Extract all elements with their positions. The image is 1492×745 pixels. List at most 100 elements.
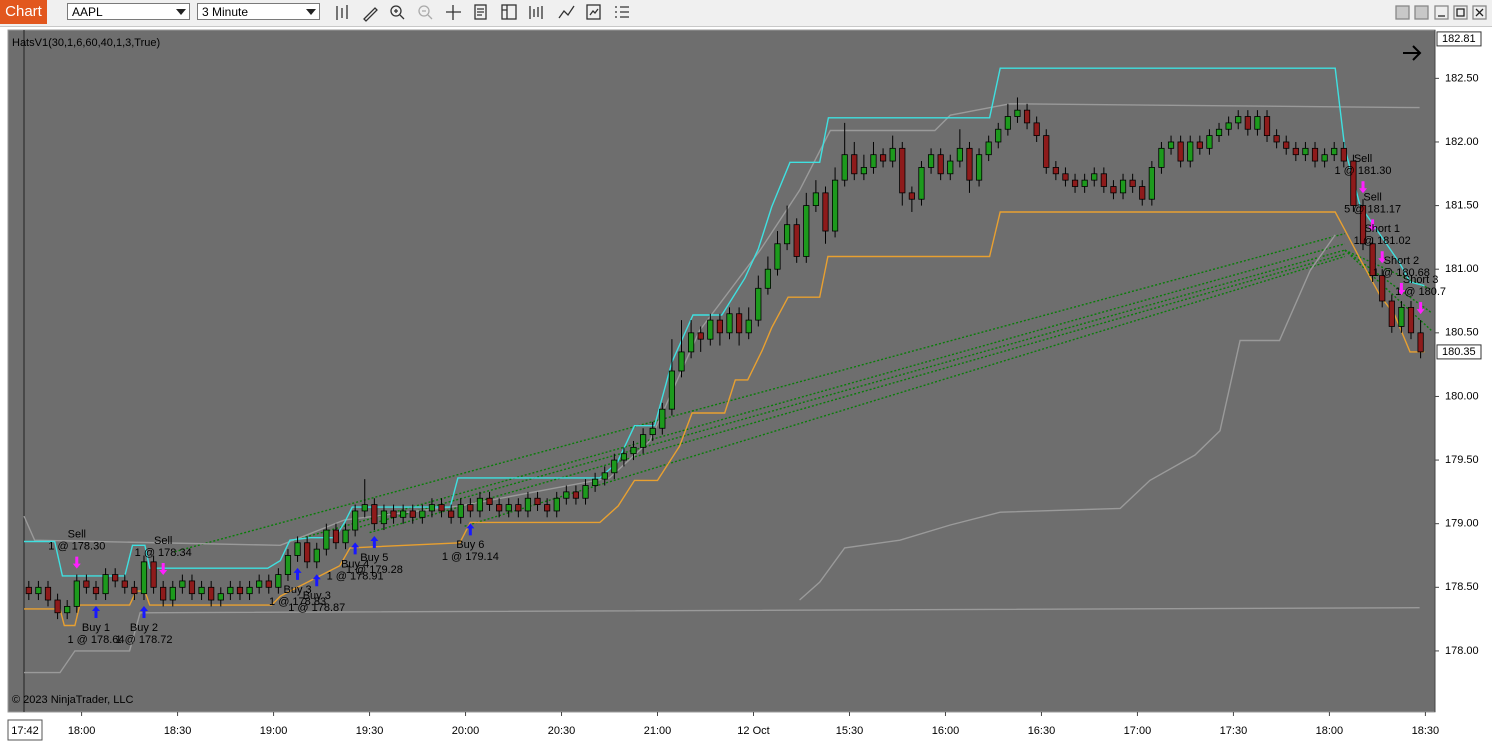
interval-select[interactable]: 3 Minute [197,3,320,20]
signal-detail: 1 @ 178.30 [48,540,105,552]
last-price-box [1436,344,1482,360]
copyright: © 2023 NinjaTrader, LLC [12,694,133,706]
y-tick-label: 182.00 [1445,136,1479,148]
signal-label: Buy 3 [303,590,331,602]
candle-body [908,192,915,200]
candle-body [803,205,810,257]
candle-body [160,586,167,601]
candle-body [812,192,819,206]
candle-body [64,605,71,614]
candle-body [582,485,589,499]
candle-body [745,319,752,334]
candle-body [736,313,743,334]
candle-body [707,319,714,340]
signal-detail: 1 @ 181.30 [1334,165,1391,177]
candle-body [1206,135,1213,149]
candle-body [390,510,397,518]
candle-body [92,586,100,595]
x-tick-label: 18:30 [1412,725,1440,737]
top-price-label: 182.81 [1442,33,1476,45]
list-icon[interactable] [615,6,629,18]
candle-body [630,446,637,455]
x-tick-label: 18:30 [164,725,192,737]
candle-body [889,147,896,162]
signal-label: Buy 5 [360,552,388,564]
zoom-out-icon[interactable] [418,5,433,20]
signal-label: Sell [154,535,172,547]
candle-body [966,147,973,181]
close-button[interactable] [1472,5,1487,20]
symbol-select[interactable]: AAPL [67,3,190,20]
panel-icon[interactable] [501,4,517,20]
sell-arrow [1378,251,1387,264]
candle-body [620,453,628,461]
chart-trader-icon[interactable] [586,4,601,20]
x-tick-label: 16:00 [932,725,960,737]
candle-body [1398,306,1405,327]
signal-detail: 1 @ 180.7 [1395,286,1446,298]
scroll-arrow[interactable] [1403,45,1422,61]
candle-body [659,408,666,429]
candle-body [371,504,378,525]
signal-label: Short 1 [1364,223,1399,235]
signal-detail: 1 @ 178.91 [327,570,384,582]
candle-body [1292,147,1299,156]
candle-body [1311,147,1319,162]
maximize-button[interactable] [1453,5,1468,20]
candle-body [265,580,272,588]
current-time: 17:42 [11,725,39,737]
y-tick-label: 181.00 [1445,263,1479,275]
candle-body [1263,116,1271,137]
trade-line [464,255,1346,527]
candle-body [1052,167,1059,175]
window-button[interactable] [1395,5,1410,20]
candle-body [496,504,503,512]
candle-body [592,478,599,486]
candle-body [1388,300,1395,327]
window-button[interactable] [1414,5,1429,20]
candle-body [1379,275,1386,302]
buy-arrow [293,567,302,580]
y-tick-label: 182.50 [1445,72,1479,84]
zoom-in-icon[interactable] [390,5,405,20]
last-price-label: 180.35 [1442,346,1476,358]
candle-body [1043,135,1050,168]
sell-arrow [72,556,81,569]
candle-body [1417,332,1424,353]
candle-body [1321,154,1328,162]
candle-body [419,510,426,518]
candle-body [1359,205,1367,245]
candle-body [313,548,320,563]
data-box-icon[interactable] [529,6,543,19]
candle-body [611,459,618,474]
y-tick-label: 178.00 [1445,645,1479,657]
candle-body [188,580,196,595]
candle-body [236,586,244,595]
candle-body [361,504,368,512]
candle-body [83,580,90,588]
candle-body [764,268,771,289]
signal-detail: 5 @ 181.17 [1344,203,1401,215]
draw-icon[interactable] [363,7,378,22]
chart-tab[interactable]: Chart [0,0,47,24]
candle-body [927,154,935,168]
y-tick-label: 179.00 [1445,518,1479,530]
trade-line [1344,249,1432,314]
minimize-button[interactable] [1434,5,1449,20]
strategy-icon[interactable] [558,5,575,19]
signal-detail: 1 @ 180.68 [1373,267,1430,279]
bars-icon[interactable] [336,5,348,20]
candle-body [102,574,109,595]
crosshair-icon[interactable] [446,5,461,20]
candle-body [688,332,695,353]
buy-arrow [466,523,475,536]
candle-body [54,599,61,614]
candle-body [352,510,359,531]
candle-body [294,542,301,556]
signal-label: Sell [68,528,86,540]
properties-icon[interactable] [474,4,487,20]
candle-body [793,224,800,257]
toolbar: Chart AAPL 3 Minute [0,0,1492,27]
candle-body [1062,173,1069,181]
